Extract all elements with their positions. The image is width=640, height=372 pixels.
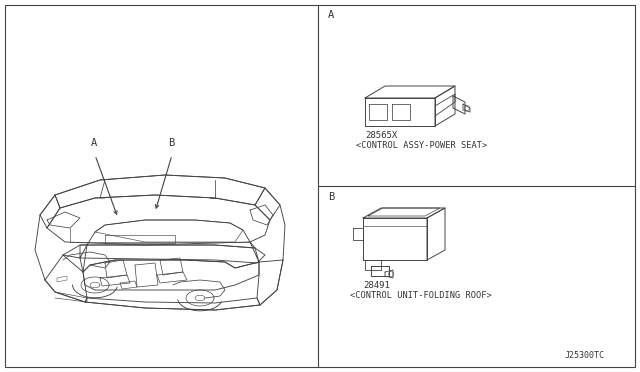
Text: J25300TC: J25300TC (565, 351, 605, 360)
Text: A: A (91, 138, 97, 148)
Text: 28565X: 28565X (365, 131, 397, 140)
Text: A: A (328, 10, 334, 20)
Text: B: B (328, 192, 334, 202)
Text: B: B (168, 138, 174, 148)
Text: <CONTROL ASSY-POWER SEAT>: <CONTROL ASSY-POWER SEAT> (356, 141, 487, 150)
Text: 28491: 28491 (363, 281, 390, 290)
Text: <CONTROL UNIT-FOLDING ROOF>: <CONTROL UNIT-FOLDING ROOF> (350, 291, 492, 300)
